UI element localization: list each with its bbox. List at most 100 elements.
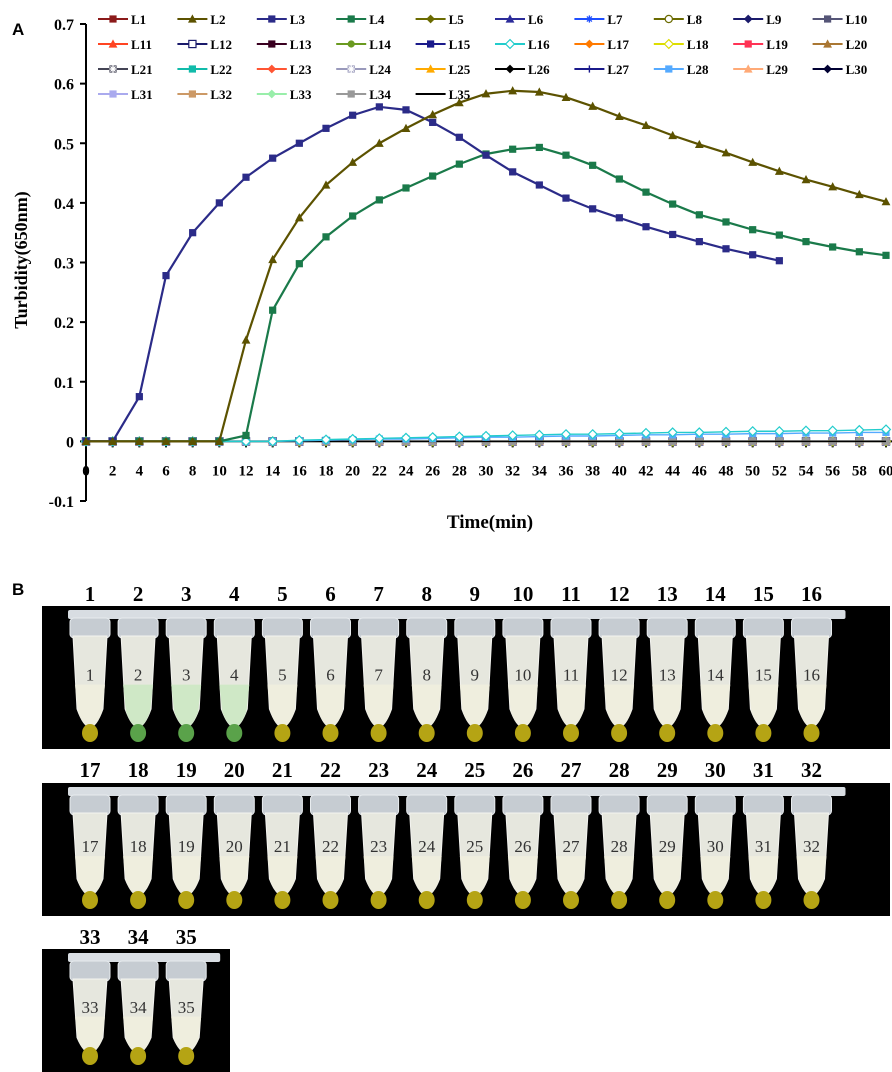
series-line-l4	[86, 146, 887, 443]
tube-8: 8	[406, 617, 448, 742]
tube-printed-number: 30	[707, 837, 724, 856]
strip-cap-bar	[68, 610, 459, 619]
tube-number-label: 18	[127, 758, 149, 782]
data-point-l3	[589, 205, 597, 213]
data-point-l16	[240, 436, 252, 447]
tube-printed-number: 22	[322, 837, 339, 856]
data-point-l2	[854, 189, 864, 199]
data-point-l4	[695, 211, 703, 219]
data-point-l2	[214, 436, 224, 445]
legend-label: L24	[369, 62, 391, 77]
strip-cap-bar	[68, 787, 459, 796]
data-point-l16	[827, 425, 838, 436]
data-point-l2	[534, 87, 544, 96]
legend-entry-l34: L34	[336, 87, 391, 102]
data-point-l2	[801, 175, 811, 184]
legend-swatch-marker	[109, 65, 117, 73]
x-tick-label: 10	[212, 463, 227, 479]
x-tick-label: 60	[879, 463, 892, 479]
tube-number-label: 28	[608, 758, 630, 782]
legend-swatch-marker	[188, 65, 196, 73]
x-tick-label: 0	[82, 463, 90, 479]
data-point-l4	[722, 218, 730, 226]
tube-32: 32	[791, 794, 832, 909]
tube-number-label: 13	[656, 582, 678, 606]
tube-printed-number: 33	[82, 998, 99, 1017]
data-point-l4	[589, 161, 597, 169]
tube-printed-number: 24	[418, 837, 436, 856]
x-tick-label: 36	[559, 463, 575, 479]
x-tick-label: 2	[109, 463, 117, 479]
x-tick-label: 42	[639, 463, 654, 479]
legend-entry-l11: L11	[98, 37, 152, 52]
legend-entry-l5: L5	[415, 12, 464, 27]
legend-label: L27	[607, 62, 629, 77]
data-point-l3	[349, 111, 357, 119]
legend-label: L26	[528, 62, 550, 77]
tube-2: 2	[117, 617, 159, 742]
data-point-l3	[402, 106, 410, 114]
legend-entry-l16: L16	[495, 37, 550, 52]
data-point-l2	[108, 436, 118, 445]
y-tick-label: 0.7	[54, 17, 74, 34]
data-point-l16	[320, 434, 332, 445]
tube-printed-number: 7	[374, 665, 383, 684]
legend-swatch-marker	[665, 65, 673, 73]
tube-number-label: 30	[704, 758, 726, 782]
legend-swatch-marker	[823, 39, 832, 48]
x-tick-label: 50	[745, 463, 760, 479]
tube-printed-number: 19	[178, 837, 195, 856]
data-point-l2	[721, 148, 731, 157]
legend-entry-l32: L32	[177, 87, 232, 102]
y-axis-label: Turbidity(650nm)	[11, 191, 32, 328]
x-tick-label: 14	[265, 463, 281, 479]
data-point-l16	[587, 428, 598, 440]
x-tick-label: 46	[692, 463, 708, 479]
tube-printed-number: 31	[755, 837, 772, 856]
tube-1: 1	[69, 617, 111, 742]
tube-number-label: 20	[223, 758, 245, 782]
data-point-l4	[402, 184, 410, 192]
legend-swatch-marker	[109, 15, 117, 23]
legend-label: L16	[528, 37, 550, 52]
tube-5: 5	[261, 617, 303, 742]
x-tick-label: 18	[319, 463, 334, 479]
tube-printed-number: 10	[514, 665, 531, 684]
x-tick-label: 56	[825, 463, 841, 479]
legend-label: L13	[290, 37, 312, 52]
data-point-l4	[642, 188, 650, 196]
data-point-l16	[640, 427, 652, 439]
data-point-l3	[189, 229, 197, 237]
data-point-l16	[720, 426, 732, 438]
tube-number-label: 32	[801, 758, 822, 782]
legend-label: L17	[607, 37, 629, 52]
legend-swatch-marker	[744, 40, 752, 48]
legend-entry-l18: L18	[653, 37, 709, 52]
tube-number-label: 1	[84, 582, 96, 606]
legend-swatch-marker	[743, 14, 753, 24]
legend-label: L19	[766, 37, 788, 52]
chart-legend: L1 L2 L3 L4 L5 L6 L7 L8 L9 L10 L11 L12 L13 L14 L15 L16 L…	[98, 12, 867, 102]
tube-31: 31	[742, 794, 784, 909]
tube-number-label: 2	[132, 582, 144, 606]
tube-printed-number: 25	[466, 837, 483, 856]
legend-label: L6	[528, 12, 544, 27]
tube-printed-number: 21	[274, 837, 291, 856]
x-tick-label: 28	[452, 463, 467, 479]
data-point-l3	[215, 199, 223, 207]
data-point-l2	[508, 86, 518, 95]
data-point-l4	[562, 151, 570, 159]
tube-35: 35	[165, 960, 207, 1065]
legend-entry-l30: L30	[812, 62, 867, 77]
chart-series-group	[80, 86, 892, 447]
legend-swatch-marker	[347, 40, 355, 48]
tube-number-label: 3	[180, 582, 192, 606]
tube-number-label: 33	[79, 925, 101, 949]
data-point-l2	[241, 335, 251, 344]
legend-entry-l12: L12	[177, 37, 232, 52]
tube-number-label: 12	[608, 582, 630, 606]
x-tick-label: 38	[585, 463, 600, 479]
tube-33: 33	[69, 960, 111, 1065]
data-point-l16	[667, 427, 678, 438]
data-point-l2	[774, 166, 784, 175]
